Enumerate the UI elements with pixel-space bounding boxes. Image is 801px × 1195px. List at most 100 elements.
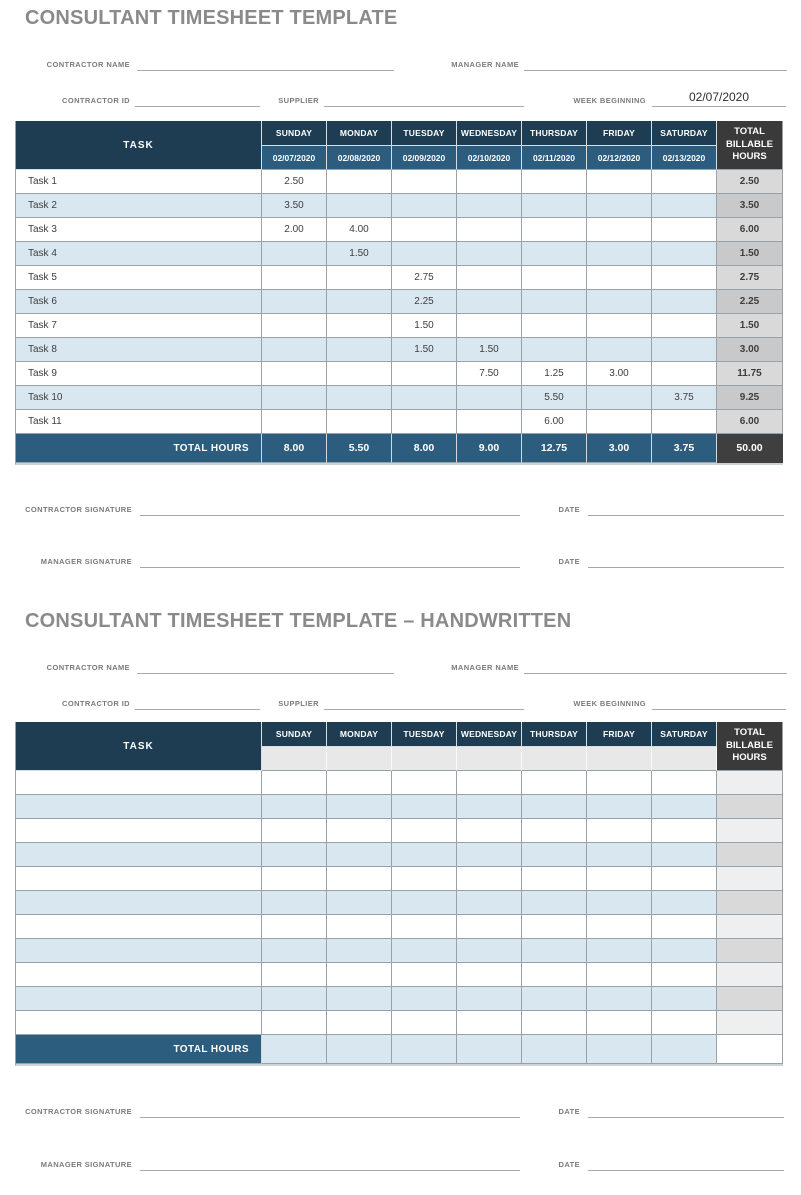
hour-cell[interactable]: [652, 963, 717, 987]
hour-cell[interactable]: [652, 290, 717, 314]
hour-cell[interactable]: [327, 939, 392, 963]
hour-cell[interactable]: [392, 891, 457, 915]
hour-cell[interactable]: [587, 987, 652, 1011]
hour-cell[interactable]: [587, 1011, 652, 1035]
hour-cell[interactable]: [457, 987, 522, 1011]
hour-cell[interactable]: [522, 242, 587, 266]
hour-cell[interactable]: [262, 915, 327, 939]
hour-cell[interactable]: [522, 1011, 587, 1035]
task-cell[interactable]: [16, 843, 262, 867]
hour-cell[interactable]: [262, 266, 327, 290]
hour-cell[interactable]: [457, 867, 522, 891]
hour-cell[interactable]: [457, 963, 522, 987]
hour-cell[interactable]: [327, 843, 392, 867]
hour-cell[interactable]: [327, 386, 392, 410]
hour-cell[interactable]: [652, 338, 717, 362]
task-cell[interactable]: Task 11: [16, 410, 262, 434]
week-beginning-input-line[interactable]: [652, 93, 786, 107]
hour-cell[interactable]: [392, 843, 457, 867]
hour-cell[interactable]: [457, 266, 522, 290]
hour-cell[interactable]: [587, 410, 652, 434]
hour-cell[interactable]: [457, 386, 522, 410]
contractor-name-input-line[interactable]: [137, 660, 394, 674]
hour-cell[interactable]: [652, 362, 717, 386]
hour-cell[interactable]: [587, 915, 652, 939]
hour-cell[interactable]: 3.00: [587, 362, 652, 386]
hour-cell[interactable]: [392, 987, 457, 1011]
hour-cell[interactable]: [457, 843, 522, 867]
task-cell[interactable]: Task 8: [16, 338, 262, 362]
hour-cell[interactable]: [262, 1011, 327, 1035]
hour-cell[interactable]: [652, 915, 717, 939]
contractor-date-line[interactable]: [588, 502, 784, 516]
hour-cell[interactable]: [522, 867, 587, 891]
hour-cell[interactable]: 1.50: [392, 338, 457, 362]
hour-cell[interactable]: [587, 314, 652, 338]
hour-cell[interactable]: [262, 771, 327, 795]
hour-cell[interactable]: [652, 891, 717, 915]
week-beginning-input-line[interactable]: [652, 696, 786, 710]
hour-cell[interactable]: [392, 410, 457, 434]
hour-cell[interactable]: [327, 290, 392, 314]
hour-cell[interactable]: [587, 939, 652, 963]
hour-cell[interactable]: [327, 266, 392, 290]
hour-cell[interactable]: [457, 795, 522, 819]
hour-cell[interactable]: [327, 1011, 392, 1035]
hour-cell[interactable]: [522, 987, 587, 1011]
hour-cell[interactable]: [392, 939, 457, 963]
hour-cell[interactable]: [652, 218, 717, 242]
hour-cell[interactable]: [457, 939, 522, 963]
supplier-input-line[interactable]: [324, 93, 524, 107]
task-cell[interactable]: [16, 771, 262, 795]
hour-cell[interactable]: [652, 987, 717, 1011]
hour-cell[interactable]: [392, 218, 457, 242]
hour-cell[interactable]: [457, 242, 522, 266]
hour-cell[interactable]: [262, 819, 327, 843]
task-cell[interactable]: [16, 987, 262, 1011]
hour-cell[interactable]: [652, 170, 717, 194]
hour-cell[interactable]: [587, 771, 652, 795]
hour-cell[interactable]: 5.50: [522, 386, 587, 410]
hour-cell[interactable]: [522, 170, 587, 194]
hour-cell[interactable]: [652, 194, 717, 218]
hour-cell[interactable]: [587, 290, 652, 314]
manager-name-input-line[interactable]: [524, 57, 787, 71]
task-cell[interactable]: [16, 891, 262, 915]
hour-cell[interactable]: [652, 795, 717, 819]
hour-cell[interactable]: [457, 1011, 522, 1035]
hour-cell[interactable]: [587, 843, 652, 867]
hour-cell[interactable]: 2.25: [392, 290, 457, 314]
hour-cell[interactable]: [587, 819, 652, 843]
hour-cell[interactable]: 6.00: [522, 410, 587, 434]
hour-cell[interactable]: [522, 266, 587, 290]
contractor-signature-line[interactable]: [140, 1104, 520, 1118]
hour-cell[interactable]: 2.00: [262, 218, 327, 242]
task-cell[interactable]: Task 6: [16, 290, 262, 314]
hour-cell[interactable]: [327, 867, 392, 891]
hour-cell[interactable]: [652, 410, 717, 434]
hour-cell[interactable]: 1.25: [522, 362, 587, 386]
hour-cell[interactable]: 3.50: [262, 194, 327, 218]
hour-cell[interactable]: [522, 795, 587, 819]
hour-cell[interactable]: [587, 242, 652, 266]
hour-cell[interactable]: [457, 410, 522, 434]
hour-cell[interactable]: [587, 338, 652, 362]
task-cell[interactable]: [16, 939, 262, 963]
contractor-date-line[interactable]: [588, 1104, 784, 1118]
manager-signature-line[interactable]: [140, 1157, 520, 1171]
hour-cell[interactable]: [262, 939, 327, 963]
hour-cell[interactable]: [392, 386, 457, 410]
hour-cell[interactable]: [522, 915, 587, 939]
hour-cell[interactable]: [587, 266, 652, 290]
hour-cell[interactable]: [522, 819, 587, 843]
hour-cell[interactable]: [652, 314, 717, 338]
hour-cell[interactable]: [457, 290, 522, 314]
hour-cell[interactable]: [327, 915, 392, 939]
hour-cell[interactable]: [327, 410, 392, 434]
hour-cell[interactable]: [327, 819, 392, 843]
hour-cell[interactable]: [587, 194, 652, 218]
hour-cell[interactable]: [262, 843, 327, 867]
hour-cell[interactable]: [587, 867, 652, 891]
hour-cell[interactable]: [262, 795, 327, 819]
task-cell[interactable]: Task 4: [16, 242, 262, 266]
